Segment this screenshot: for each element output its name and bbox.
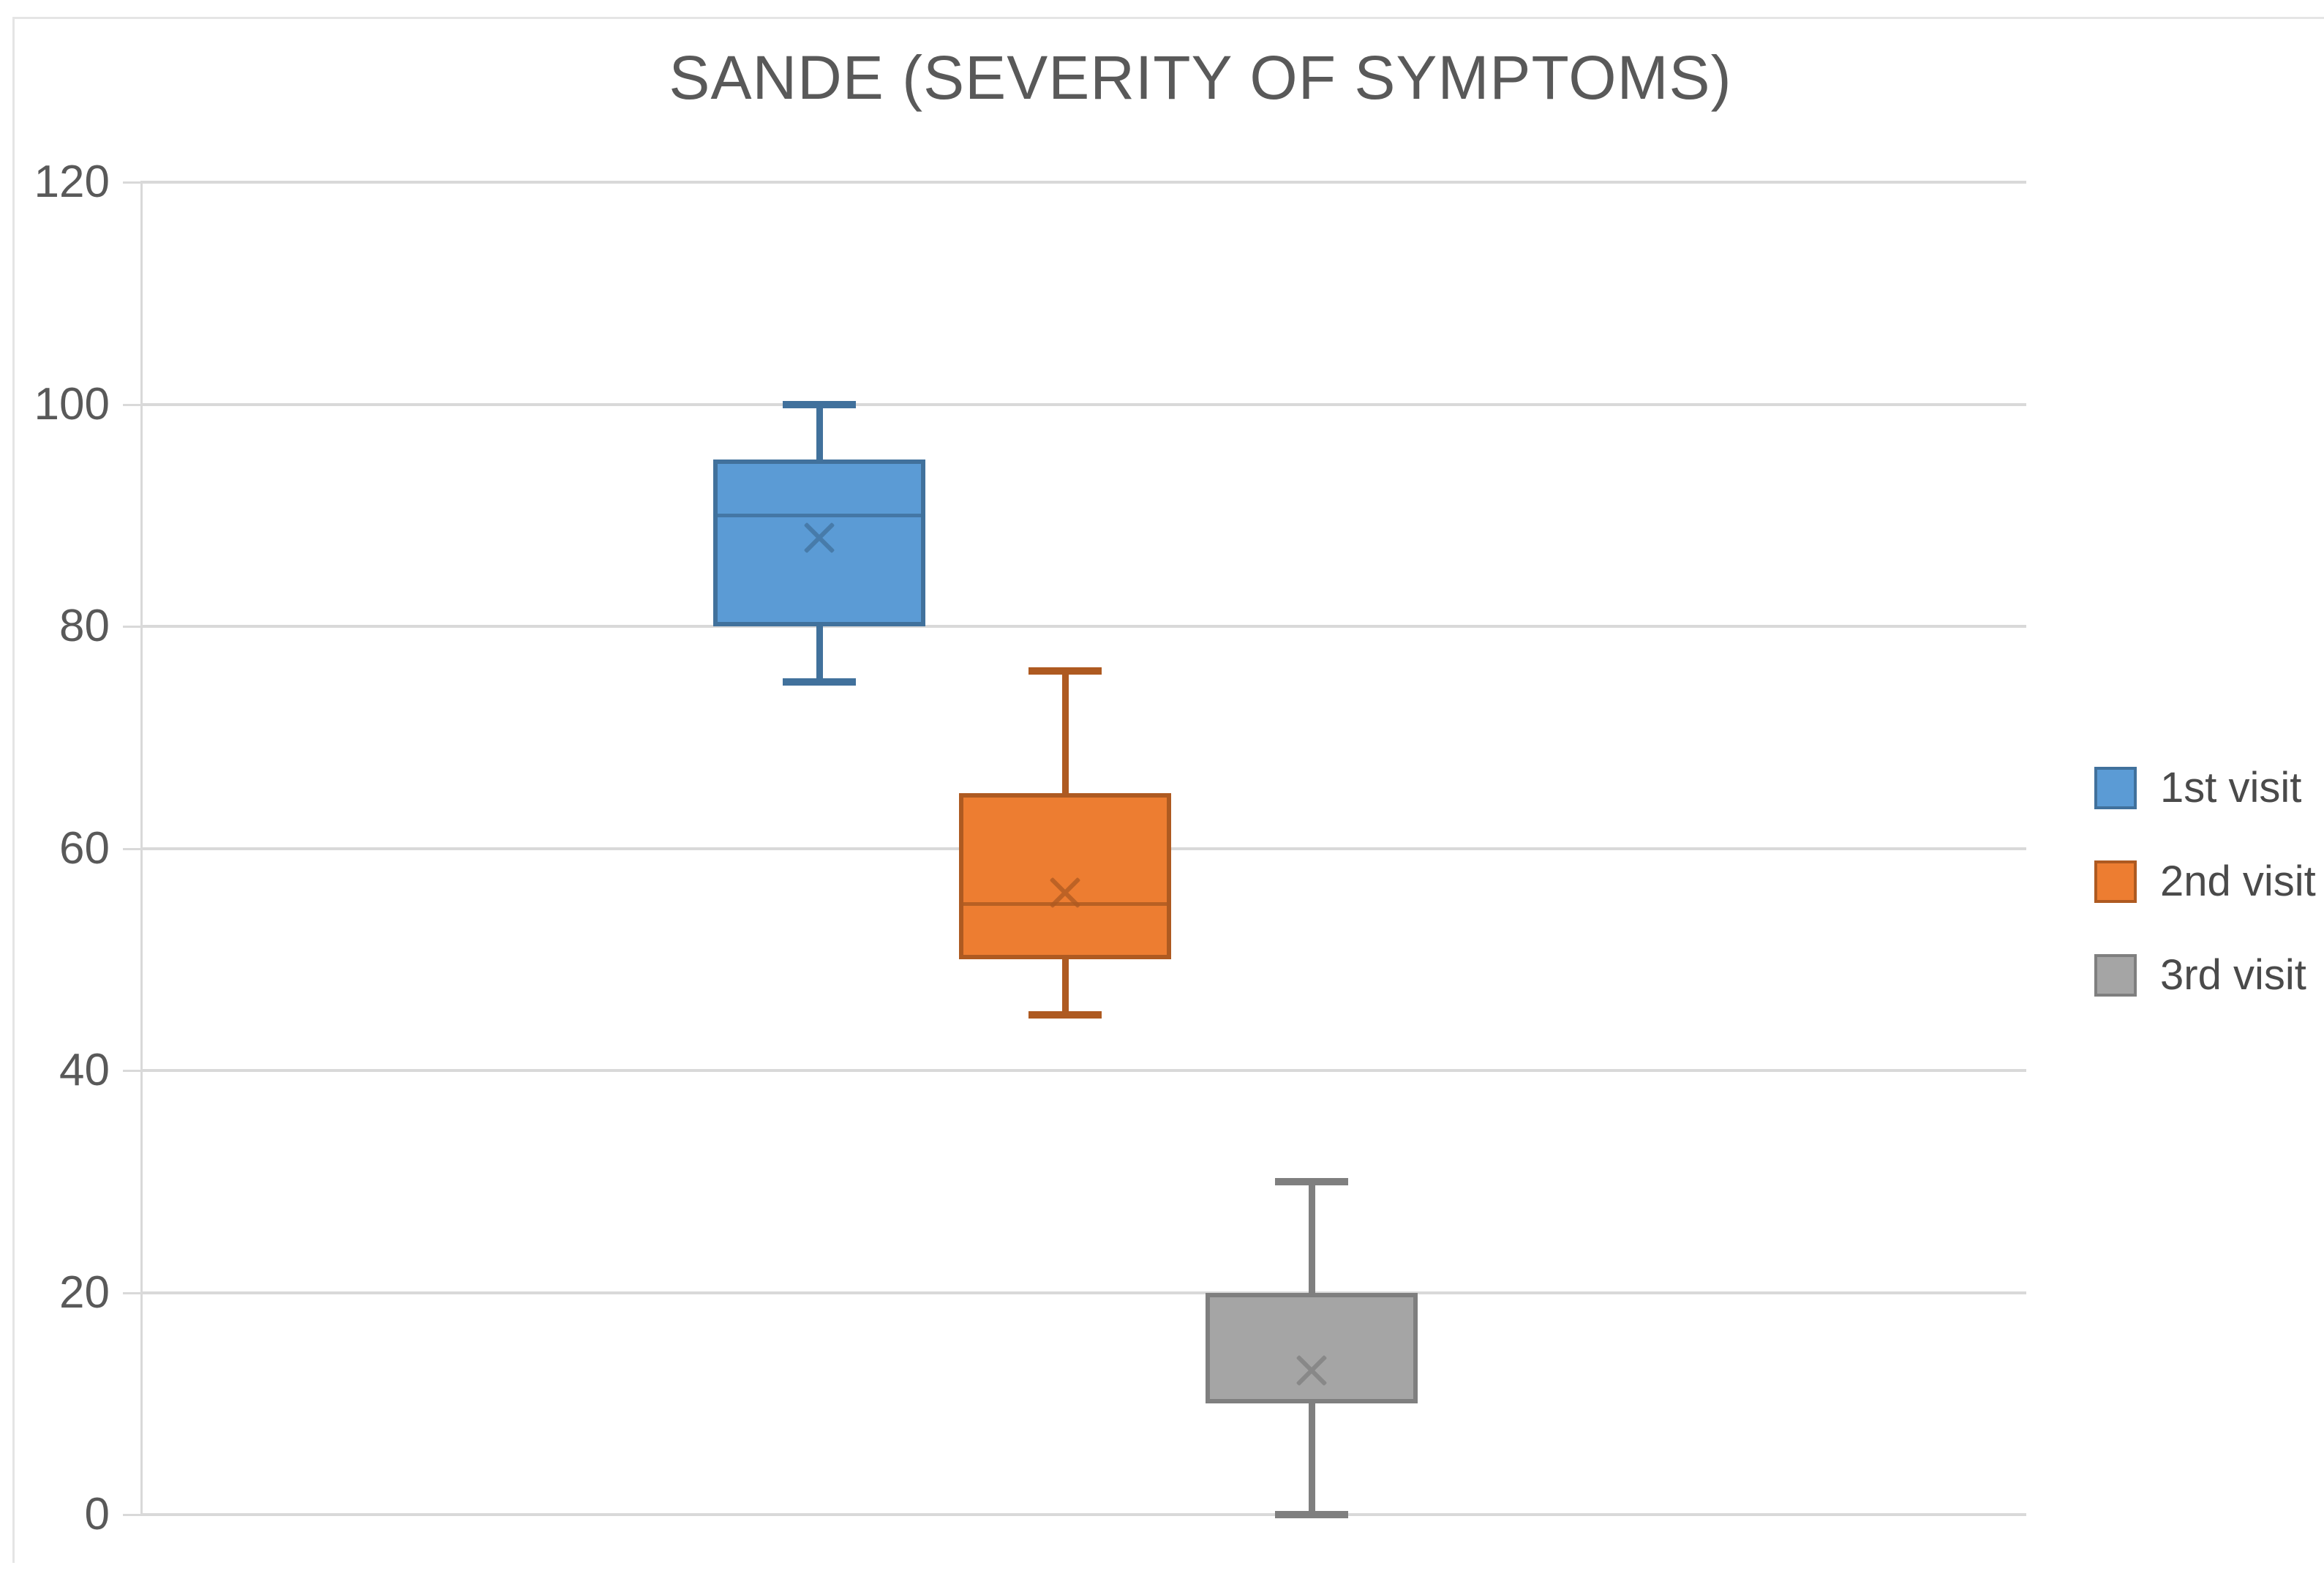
y-tick-label: 100 — [34, 378, 110, 430]
whisker-cap — [783, 400, 856, 408]
y-axis-line — [140, 182, 143, 1515]
y-axis-tick — [123, 181, 140, 184]
legend-swatch-icon — [2094, 767, 2137, 809]
y-axis-tick — [123, 1514, 140, 1516]
gridline — [140, 1291, 2026, 1294]
whisker-stem — [1308, 1403, 1315, 1515]
box — [1206, 1292, 1418, 1404]
mean-marker-icon — [803, 522, 835, 554]
legend-label: 1st visit — [2160, 764, 2302, 811]
mean-marker-icon — [1296, 1354, 1328, 1387]
y-axis-tick — [123, 847, 140, 850]
y-tick-label: 20 — [59, 1267, 110, 1318]
gridline — [140, 402, 2026, 406]
median-line — [713, 513, 925, 517]
chart-title: SANDE (SEVERITY OF SYMPTOMS) — [669, 43, 1732, 112]
y-tick-label: 80 — [59, 601, 110, 651]
gridline — [140, 1513, 2026, 1516]
whisker-stem — [816, 404, 823, 460]
whisker-stem — [1061, 670, 1069, 793]
y-tick-label: 60 — [59, 822, 110, 874]
legend: 1st visit 2nd visit 3rd visit — [2094, 767, 2316, 1048]
whisker-stem — [816, 626, 823, 682]
gridline — [140, 1069, 2026, 1072]
legend-label: 2nd visit — [2160, 858, 2316, 905]
gridline — [140, 625, 2026, 628]
legend-swatch-icon — [2094, 860, 2137, 903]
chart-frame — [12, 17, 2324, 1563]
y-axis-tick — [123, 1070, 140, 1072]
whisker-cap — [783, 678, 856, 686]
y-tick-label: 0 — [84, 1489, 110, 1539]
legend-label: 3rd visit — [2160, 951, 2306, 999]
y-tick-label: 120 — [34, 157, 110, 207]
legend-swatch-icon — [2094, 954, 2137, 997]
whisker-cap — [1275, 1177, 1348, 1185]
whisker-cap — [1028, 1011, 1102, 1019]
whisker-cap — [1275, 1511, 1348, 1518]
legend-item-1st-visit: 1st visit — [2094, 767, 2316, 809]
mean-marker-icon — [1049, 877, 1081, 909]
y-axis-tick — [123, 626, 140, 628]
y-tick-label: 40 — [59, 1045, 110, 1095]
whisker-stem — [1308, 1181, 1315, 1293]
y-axis-tick — [123, 403, 140, 406]
legend-item-3rd-visit: 3rd visit — [2094, 954, 2316, 997]
y-axis-tick — [123, 1291, 140, 1294]
whisker-stem — [1061, 959, 1069, 1016]
legend-item-2nd-visit: 2nd visit — [2094, 860, 2316, 903]
whisker-cap — [1028, 667, 1102, 675]
gridline — [140, 181, 2026, 184]
